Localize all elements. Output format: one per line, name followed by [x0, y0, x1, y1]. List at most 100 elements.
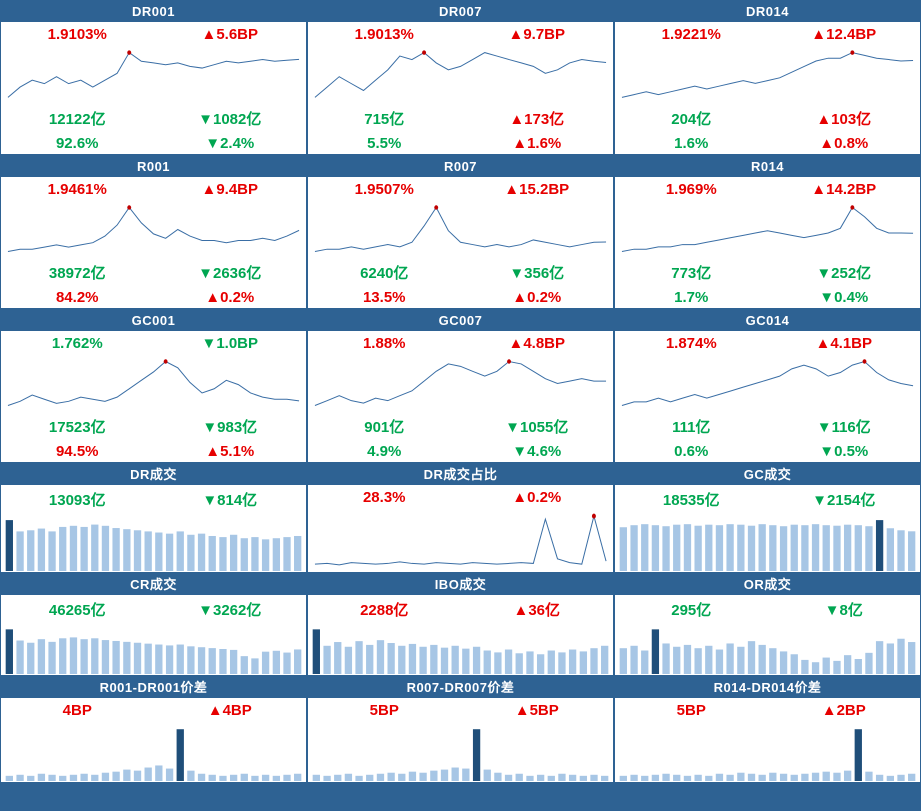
volume-value: 715亿	[364, 111, 405, 128]
rate-row: 1.9461% ▲9.4BP	[1, 177, 306, 200]
volume-value: 773亿	[671, 265, 712, 282]
volume-value: 17523亿	[48, 419, 106, 436]
volume-bar-chart	[619, 629, 916, 674]
panel-title-r014-dr014-spread: R014-DR014价差	[615, 677, 920, 698]
panel-dr-volume-share: DR成交占比 28.3% ▲0.2%	[308, 464, 613, 572]
panel-title-dr007: DR007	[308, 1, 613, 22]
stat-value: 4BP	[62, 702, 92, 719]
rate-sparkline	[311, 359, 610, 411]
share-change: ▲0.2%	[512, 289, 562, 306]
share-change: ▲1.6%	[512, 135, 562, 152]
chart-area	[615, 512, 920, 572]
chart-area	[1, 622, 306, 675]
stat-row: 13093亿 ▼814亿	[1, 485, 306, 512]
stat-row: 4BP ▲4BP	[1, 698, 306, 721]
volume-row: 17523亿 ▼983亿	[1, 412, 306, 439]
rate-value: 1.9461%	[47, 181, 107, 198]
stat-row: 46265亿 ▼3262亿	[1, 595, 306, 622]
chart-area	[1, 200, 306, 258]
volume-change: ▼356亿	[509, 265, 565, 282]
stat-value: 13093亿	[48, 492, 106, 509]
share-row: 92.6% ▼2.4%	[1, 131, 306, 154]
chart-area	[1, 45, 306, 104]
chart-area	[615, 45, 920, 104]
chart-area	[308, 622, 613, 675]
volume-bar-chart	[619, 520, 916, 571]
rate-change: ▲9.7BP	[508, 26, 566, 43]
share-line-chart	[311, 513, 610, 571]
volume-row: 901亿 ▼1055亿	[308, 412, 613, 439]
stat-row: 5BP ▲5BP	[308, 698, 613, 721]
panel-title-or-volume: OR成交	[615, 574, 920, 595]
volume-bar-chart	[5, 629, 302, 674]
rate-change: ▲5.6BP	[201, 26, 259, 43]
share-change: ▼0.4%	[819, 289, 869, 306]
rate-row: 1.762% ▼1.0BP	[1, 331, 306, 354]
share-row: 0.6% ▼0.5%	[615, 439, 920, 462]
chart-area	[308, 45, 613, 104]
rate-value: 1.9221%	[661, 26, 721, 43]
panel-title-gc014: GC014	[615, 310, 920, 331]
volume-change: ▼1055亿	[505, 419, 569, 436]
panel-title-r014: R014	[615, 156, 920, 177]
rate-row: 1.9221% ▲12.4BP	[615, 22, 920, 45]
share-row: 94.5% ▲5.1%	[1, 439, 306, 462]
share-row: 1.7% ▼0.4%	[615, 285, 920, 308]
chart-area	[308, 354, 613, 412]
panel-gc-volume: GC成交 18535亿 ▼2154亿	[615, 464, 920, 572]
panel-r014: R014 1.969% ▲14.2BP 773亿 ▼252亿 1.7% ▼0.4…	[615, 156, 920, 308]
panel-title-r007: R007	[308, 156, 613, 177]
rate-sparkline	[618, 50, 917, 103]
volume-bar-chart	[312, 629, 609, 674]
rate-change: ▲4.1BP	[815, 335, 873, 352]
volume-value: 38972亿	[48, 265, 106, 282]
share-value: 5.5%	[367, 135, 402, 152]
rate-sparkline	[4, 50, 303, 103]
volume-value: 12122亿	[48, 111, 106, 128]
panel-dr-volume: DR成交 13093亿 ▼814亿	[1, 464, 306, 572]
panel-or-volume: OR成交 295亿 ▼8亿	[615, 574, 920, 675]
chart-area	[308, 721, 613, 782]
panel-dr014: DR014 1.9221% ▲12.4BP 204亿 ▲103亿 1.6% ▲0…	[615, 1, 920, 154]
volume-change: ▼983亿	[202, 419, 258, 436]
stat-value: 295亿	[671, 602, 712, 619]
share-row: 4.9% ▼4.6%	[308, 439, 613, 462]
share-row: 1.6% ▲0.8%	[615, 131, 920, 154]
stat-value: 46265亿	[48, 602, 106, 619]
rate-sparkline	[4, 359, 303, 411]
stat-change: ▲5BP	[514, 702, 559, 719]
rate-change: ▲9.4BP	[201, 181, 259, 198]
panel-title-gc007: GC007	[308, 310, 613, 331]
panel-r014-dr014-spread: R014-DR014价差 5BP ▲2BP	[615, 677, 920, 782]
panel-gc007: GC007 1.88% ▲4.8BP 901亿 ▼1055亿 4.9% ▼4.6…	[308, 310, 613, 462]
panel-title-dr-volume-share: DR成交占比	[308, 464, 613, 485]
share-change: ▼4.6%	[512, 443, 562, 460]
panel-title-dr014: DR014	[615, 1, 920, 22]
share-change: ▲0.8%	[819, 135, 869, 152]
rate-row: 1.88% ▲4.8BP	[308, 331, 613, 354]
rate-row: 1.874% ▲4.1BP	[615, 331, 920, 354]
volume-bar-chart	[5, 520, 302, 571]
panel-title-r001: R001	[1, 156, 306, 177]
stat-row: 5BP ▲2BP	[615, 698, 920, 721]
panel-ibo-volume: IBO成交 2288亿 ▲36亿	[308, 574, 613, 675]
stat-change: ▼814亿	[202, 492, 258, 509]
rate-change: ▲14.2BP	[811, 181, 877, 198]
rate-row: 1.969% ▲14.2BP	[615, 177, 920, 200]
volume-change: ▼1082亿	[198, 111, 262, 128]
stat-value: 5BP	[676, 702, 706, 719]
rate-value: 1.9013%	[354, 26, 414, 43]
stat-value: 18535亿	[662, 492, 720, 509]
rate-row: 1.9013% ▲9.7BP	[308, 22, 613, 45]
share-value: 13.5%	[362, 289, 406, 306]
panel-gc014: GC014 1.874% ▲4.1BP 111亿 ▼116亿 0.6% ▼0.5…	[615, 310, 920, 462]
spread-bar-chart	[5, 729, 302, 781]
volume-row: 773亿 ▼252亿	[615, 258, 920, 285]
rate-change: ▲15.2BP	[504, 181, 570, 198]
chart-area	[308, 508, 613, 572]
chart-area	[615, 721, 920, 782]
stat-value: 28.3%	[362, 489, 406, 506]
chart-area	[615, 200, 920, 258]
rate-value: 1.9103%	[47, 26, 107, 43]
